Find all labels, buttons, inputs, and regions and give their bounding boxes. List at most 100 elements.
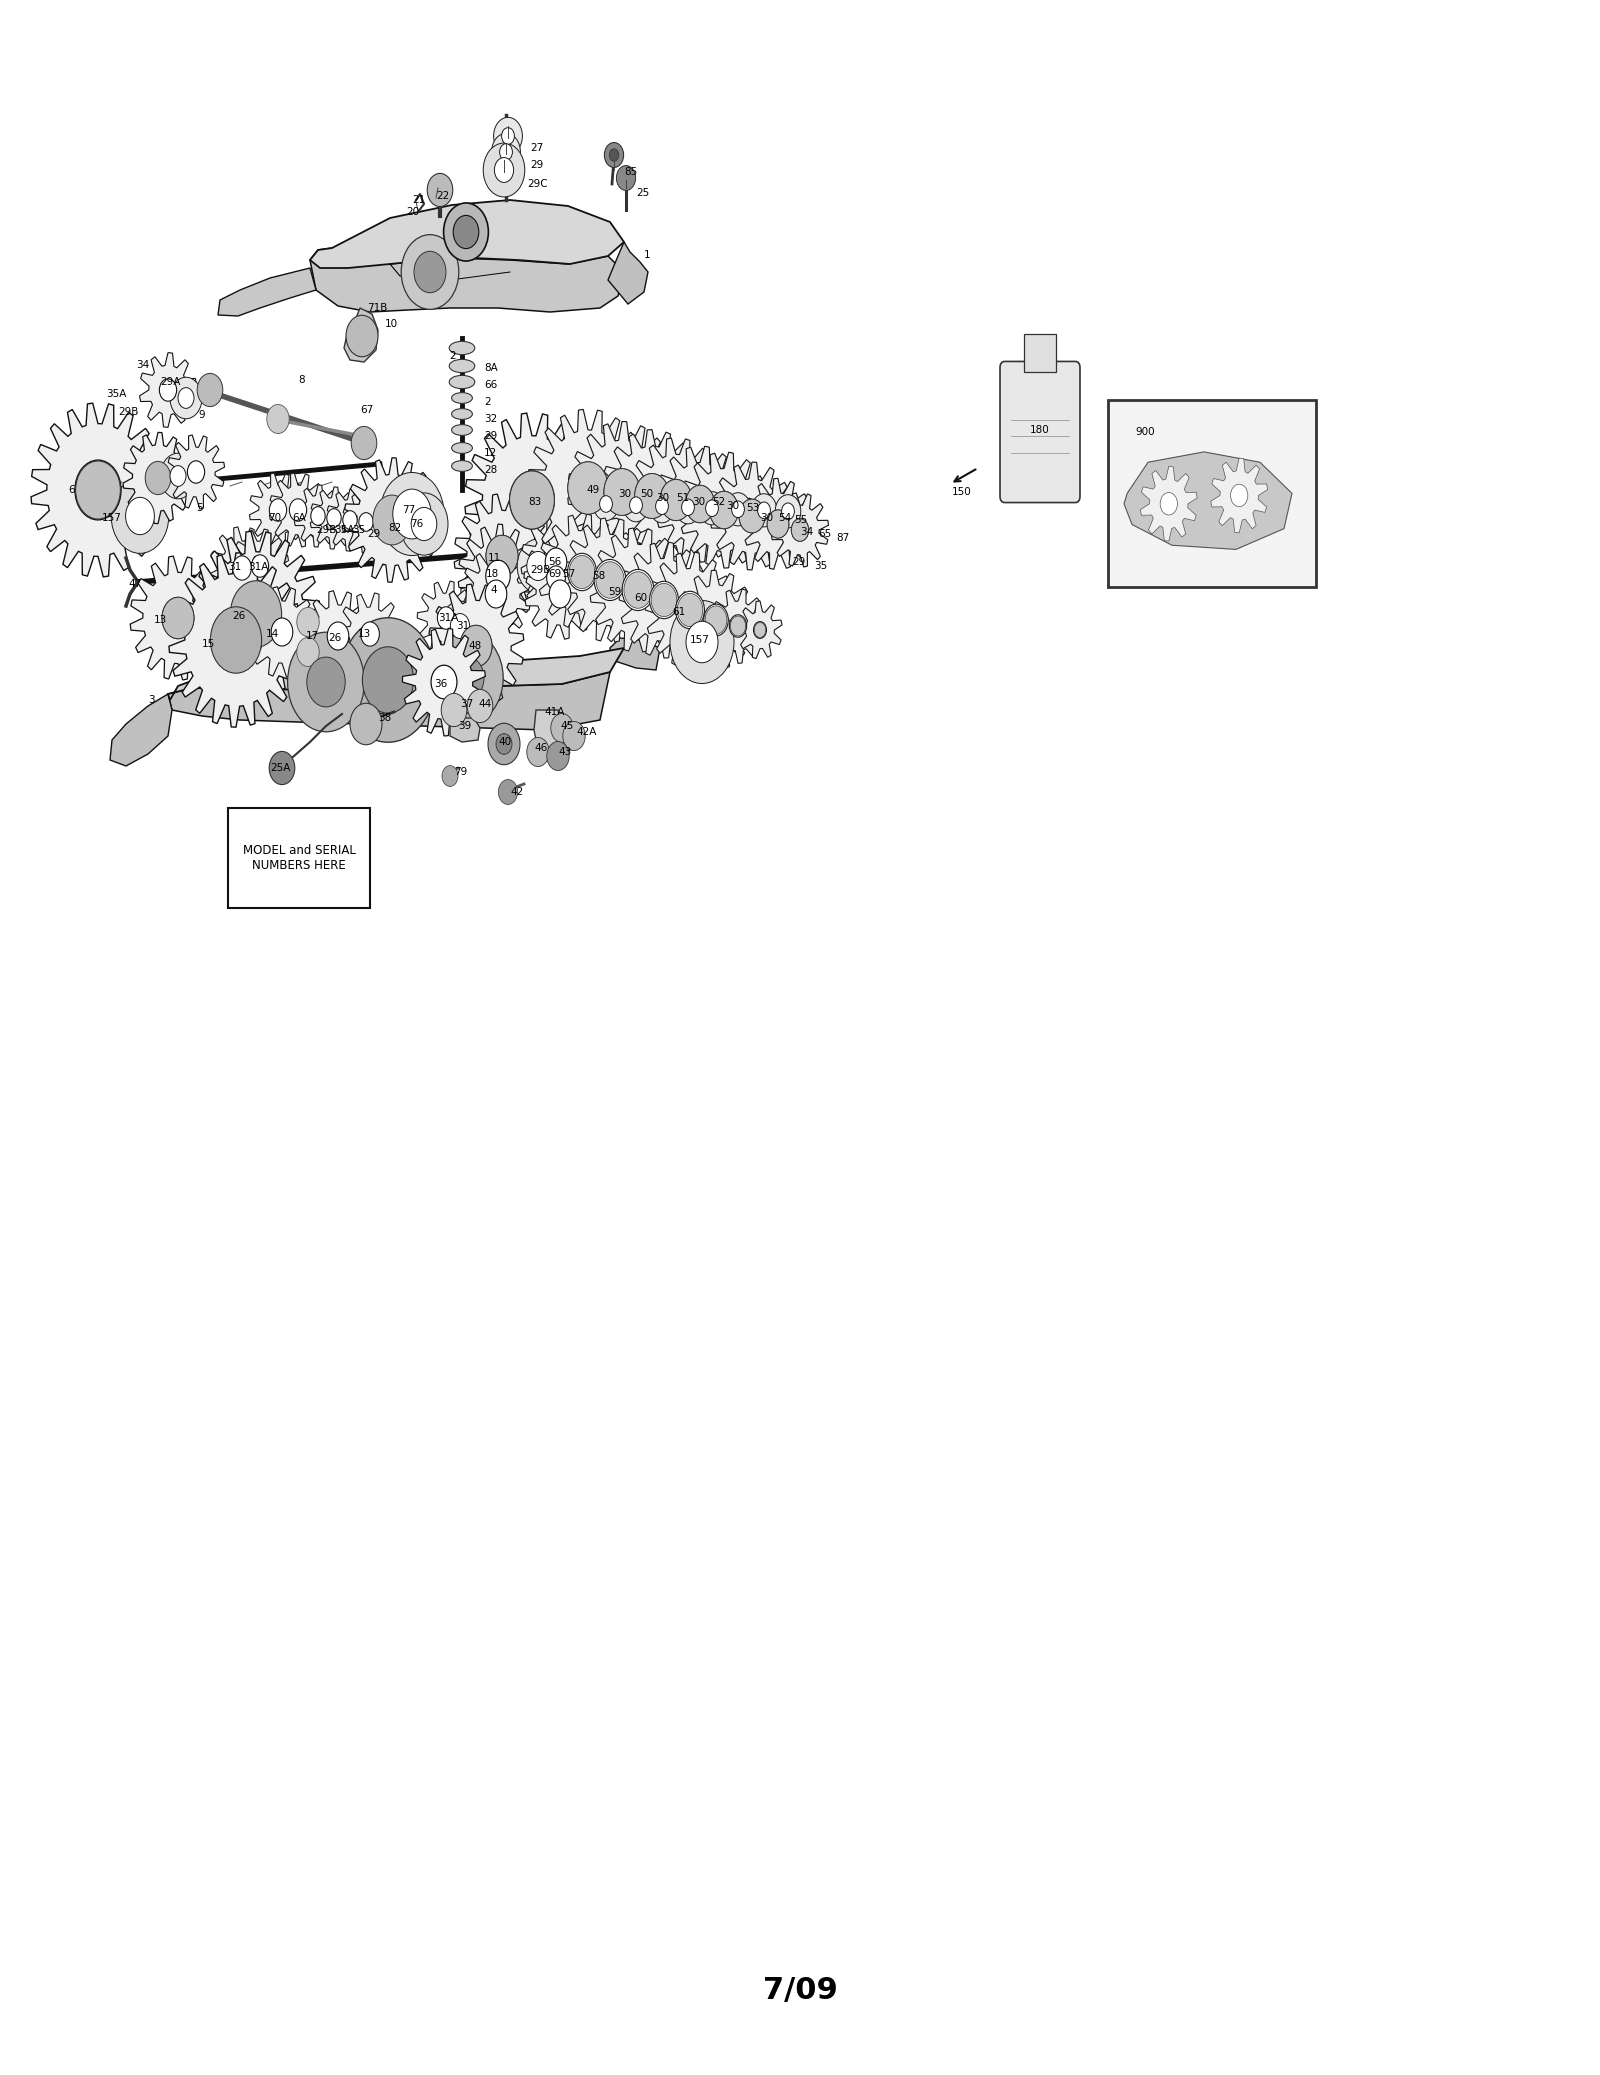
Circle shape xyxy=(288,633,365,732)
Text: 31: 31 xyxy=(227,562,242,573)
Text: 71B: 71B xyxy=(366,303,387,313)
Circle shape xyxy=(486,535,518,577)
Circle shape xyxy=(411,508,437,542)
Circle shape xyxy=(568,554,597,591)
Text: 49: 49 xyxy=(586,486,600,496)
Circle shape xyxy=(739,500,765,533)
Text: 42: 42 xyxy=(510,786,523,797)
Circle shape xyxy=(768,510,789,537)
Circle shape xyxy=(488,724,520,766)
Polygon shape xyxy=(450,718,480,743)
Circle shape xyxy=(517,540,558,593)
Polygon shape xyxy=(310,249,624,311)
Ellipse shape xyxy=(451,392,472,403)
Circle shape xyxy=(624,488,650,521)
Text: 31: 31 xyxy=(456,620,469,631)
Polygon shape xyxy=(454,494,550,618)
Text: 79: 79 xyxy=(454,768,467,776)
Polygon shape xyxy=(310,199,624,268)
Text: 15: 15 xyxy=(202,639,216,649)
Circle shape xyxy=(326,622,349,649)
Text: 6: 6 xyxy=(67,486,75,496)
Circle shape xyxy=(486,535,518,577)
Text: 36: 36 xyxy=(434,679,448,689)
Text: 76: 76 xyxy=(410,519,424,529)
Text: 30: 30 xyxy=(691,498,706,506)
Text: 43: 43 xyxy=(558,747,571,757)
Text: 35A: 35A xyxy=(334,525,354,535)
Polygon shape xyxy=(525,548,595,639)
Polygon shape xyxy=(344,307,378,361)
Circle shape xyxy=(624,573,653,608)
Circle shape xyxy=(75,461,122,521)
Text: MODEL and SERIAL
NUMBERS HERE: MODEL and SERIAL NUMBERS HERE xyxy=(243,845,355,872)
Circle shape xyxy=(547,566,565,589)
Circle shape xyxy=(342,510,357,529)
Polygon shape xyxy=(710,463,794,571)
Polygon shape xyxy=(562,519,658,641)
Circle shape xyxy=(1230,483,1248,506)
Circle shape xyxy=(570,556,595,589)
Polygon shape xyxy=(523,537,587,620)
Polygon shape xyxy=(168,436,224,508)
Polygon shape xyxy=(250,473,307,548)
Text: 31A: 31A xyxy=(438,612,458,622)
Text: 83: 83 xyxy=(528,498,541,506)
Text: 50: 50 xyxy=(640,490,653,498)
Text: 31A: 31A xyxy=(248,562,269,573)
Circle shape xyxy=(595,562,624,598)
Circle shape xyxy=(547,741,570,770)
Circle shape xyxy=(442,766,458,786)
Text: 85: 85 xyxy=(624,166,637,176)
Circle shape xyxy=(776,494,800,527)
Circle shape xyxy=(430,666,458,699)
Polygon shape xyxy=(678,452,768,569)
Circle shape xyxy=(170,465,186,486)
Polygon shape xyxy=(246,587,317,676)
Circle shape xyxy=(686,620,718,662)
Text: 2: 2 xyxy=(483,396,491,407)
Circle shape xyxy=(493,118,523,156)
Circle shape xyxy=(230,581,282,647)
Text: 37: 37 xyxy=(461,699,474,710)
Circle shape xyxy=(432,633,502,724)
Circle shape xyxy=(362,647,413,714)
Ellipse shape xyxy=(451,461,472,471)
Text: 29: 29 xyxy=(483,432,498,442)
Text: 17: 17 xyxy=(306,631,320,641)
Polygon shape xyxy=(139,353,197,427)
Polygon shape xyxy=(742,479,813,569)
Circle shape xyxy=(211,606,262,672)
Circle shape xyxy=(234,585,278,641)
Polygon shape xyxy=(619,542,709,658)
Text: 4: 4 xyxy=(490,585,496,596)
Text: 65: 65 xyxy=(818,529,832,540)
Text: 32: 32 xyxy=(483,415,498,423)
Text: 77: 77 xyxy=(402,504,416,515)
Circle shape xyxy=(710,492,739,529)
Circle shape xyxy=(752,494,778,527)
Polygon shape xyxy=(629,438,723,562)
Text: 70: 70 xyxy=(269,513,282,523)
Circle shape xyxy=(170,378,202,419)
Circle shape xyxy=(661,479,691,521)
Circle shape xyxy=(782,502,794,519)
Circle shape xyxy=(563,722,586,751)
Circle shape xyxy=(75,461,120,519)
Polygon shape xyxy=(344,459,440,583)
Circle shape xyxy=(187,461,205,483)
Circle shape xyxy=(792,519,808,542)
Polygon shape xyxy=(602,430,702,562)
Circle shape xyxy=(290,498,307,521)
Polygon shape xyxy=(302,591,373,681)
Circle shape xyxy=(600,496,613,513)
Text: 60: 60 xyxy=(634,593,646,604)
Circle shape xyxy=(686,486,715,523)
Circle shape xyxy=(346,315,378,357)
Circle shape xyxy=(467,689,493,722)
Circle shape xyxy=(526,737,549,766)
Circle shape xyxy=(725,492,750,525)
Bar xyxy=(227,807,370,907)
Circle shape xyxy=(494,158,514,183)
Circle shape xyxy=(373,496,411,546)
